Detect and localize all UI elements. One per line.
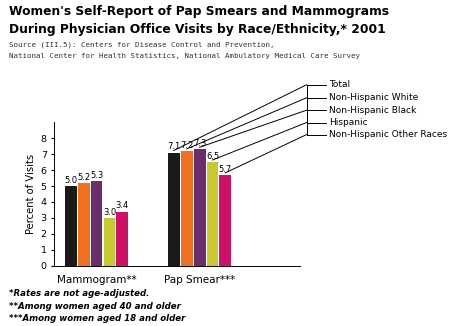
Bar — [207, 162, 219, 266]
Text: *Rates are not age-adjusted.: *Rates are not age-adjusted. — [9, 289, 150, 298]
Text: Source (III.5): Centers for Disease Control and Prevention,: Source (III.5): Centers for Disease Cont… — [9, 42, 275, 48]
Text: 5.3: 5.3 — [90, 171, 103, 180]
Bar — [78, 183, 89, 266]
Text: **Among women aged 40 and older: **Among women aged 40 and older — [9, 302, 181, 311]
Text: 3.0: 3.0 — [103, 208, 116, 216]
Y-axis label: Percent of Visits: Percent of Visits — [26, 154, 36, 234]
Bar — [91, 181, 103, 266]
Text: 5.0: 5.0 — [64, 176, 78, 185]
Text: 5.2: 5.2 — [77, 172, 90, 182]
Text: National Center for Health Statistics, National Ambulatory Medical Care Survey: National Center for Health Statistics, N… — [9, 53, 360, 59]
Bar — [181, 151, 193, 266]
Bar — [65, 186, 77, 266]
Text: 3.4: 3.4 — [116, 201, 129, 210]
Text: ***Among women aged 18 and older: ***Among women aged 18 and older — [9, 314, 186, 323]
Text: 7.2: 7.2 — [180, 141, 193, 150]
Text: 7.3: 7.3 — [193, 139, 206, 148]
Bar — [116, 212, 128, 266]
Bar — [168, 153, 180, 266]
Text: Hispanic: Hispanic — [329, 118, 368, 127]
Bar — [194, 149, 206, 266]
Text: Total: Total — [329, 80, 350, 89]
Text: During Physician Office Visits by Race/Ethnicity,* 2001: During Physician Office Visits by Race/E… — [9, 23, 386, 36]
Text: Non-Hispanic Black: Non-Hispanic Black — [329, 106, 416, 115]
Text: Non-Hispanic White: Non-Hispanic White — [329, 93, 418, 102]
Bar — [219, 175, 231, 266]
Text: Women's Self-Report of Pap Smears and Mammograms: Women's Self-Report of Pap Smears and Ma… — [9, 5, 389, 18]
Text: 7.1: 7.1 — [167, 142, 181, 151]
Text: Non-Hispanic Other Races: Non-Hispanic Other Races — [329, 130, 447, 139]
Text: 5.7: 5.7 — [219, 165, 232, 173]
Bar — [104, 218, 115, 266]
Text: 6.5: 6.5 — [206, 152, 219, 161]
